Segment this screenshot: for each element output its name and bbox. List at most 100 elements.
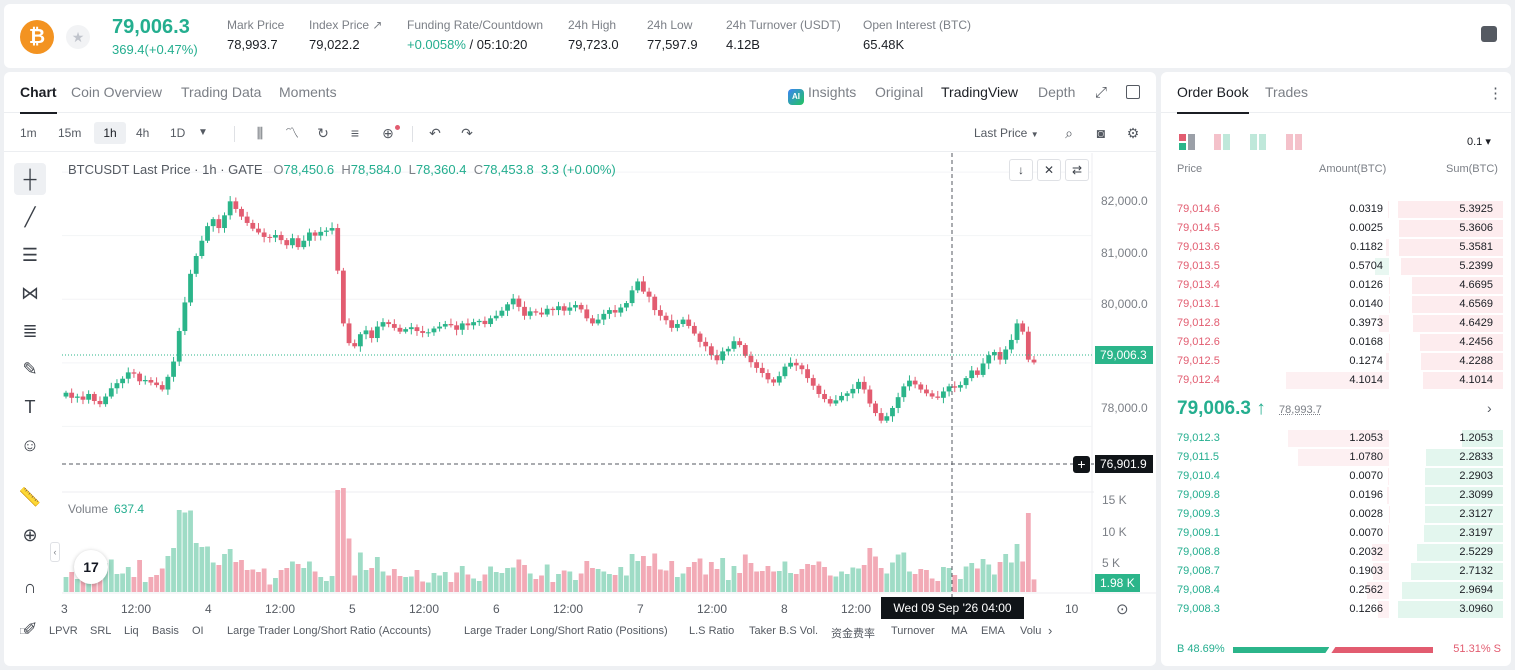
tab-trading-data[interactable]: Trading Data [181, 84, 262, 100]
bid-row[interactable]: 79,012.3 1.2053 1.2053 [1171, 429, 1503, 448]
bid-row[interactable]: 79,008.7 0.1903 2.7132 [1171, 562, 1503, 581]
chart-settings-icon[interactable]: ⊙ [1116, 601, 1129, 618]
text-icon[interactable]: T [24, 397, 36, 417]
bid-row[interactable]: 79,008.3 0.1266 3.0960 [1171, 600, 1503, 619]
swap-icon[interactable]: ⇄ [1065, 159, 1089, 181]
add-alert-plus-icon[interactable]: + [1073, 456, 1090, 473]
search-icon[interactable]: ⌕ [1065, 125, 1073, 141]
layout-both-icon[interactable] [1179, 134, 1195, 150]
redo-icon[interactable]: ↷ [461, 125, 473, 141]
fib-icon[interactable]: ≣ [22, 321, 38, 341]
layout-bids-icon[interactable] [1250, 134, 1266, 150]
view-original[interactable]: Original [875, 84, 924, 100]
more-menu-icon[interactable]: ⋮ [1488, 85, 1503, 102]
indicators-icon[interactable]: 〽 [285, 125, 299, 141]
tab-order-book[interactable]: Order Book [1177, 84, 1249, 114]
candle [420, 331, 426, 333]
camera-icon[interactable]: ◙ [1096, 125, 1106, 141]
layout-split-icon[interactable] [1214, 134, 1230, 150]
insights-button[interactable]: AI Insights [788, 84, 856, 105]
timeframe-1m[interactable]: 1m [20, 126, 37, 140]
indicator-item[interactable]: EMA [981, 625, 1005, 637]
ask-row[interactable]: 79,012.4 4.1014 4.1014 [1171, 371, 1503, 390]
window-icon[interactable] [1126, 85, 1140, 99]
indicator-item[interactable]: Taker B.S Vol. [749, 625, 819, 637]
funding-rate-value: +0.0058% [407, 37, 466, 52]
chevron-right-icon[interactable]: › [1048, 623, 1053, 638]
indicator-item[interactable]: Liq [124, 625, 139, 637]
timeframe-4h[interactable]: 4h [136, 126, 150, 140]
replay-icon[interactable]: ↻ [317, 125, 329, 141]
ask-row[interactable]: 79,012.6 0.0168 4.2456 [1171, 333, 1503, 352]
tab-trades[interactable]: Trades [1265, 84, 1309, 100]
trend-line-icon[interactable]: ╱ [24, 207, 36, 227]
bid-row[interactable]: 79,009.3 0.0028 2.3127 [1171, 505, 1503, 524]
chevron-right-icon[interactable]: › [1487, 400, 1492, 416]
bid-row[interactable]: 79,011.5 1.0780 2.2833 [1171, 448, 1503, 467]
bid-row[interactable]: 79,009.8 0.0196 2.3099 [1171, 486, 1503, 505]
timeframe-15m[interactable]: 15m [58, 126, 82, 140]
scroll-down-icon[interactable]: ↓ [1009, 159, 1033, 181]
ask-row[interactable]: 79,014.6 0.0319 5.3925 [1171, 200, 1503, 219]
index-price-stat[interactable]: Index Price ↗ 79,022.2 [309, 18, 382, 52]
brush-icon[interactable]: ✎ [22, 359, 38, 379]
horizontal-lines-icon[interactable]: ☰ [21, 245, 39, 265]
precision-select[interactable]: 0.1 ▾ [1467, 136, 1491, 148]
indicator-item[interactable]: SRL [90, 625, 112, 637]
bid-row[interactable]: 79,009.1 0.0070 2.3197 [1171, 524, 1503, 543]
ask-row[interactable]: 79,013.4 0.0126 4.6695 [1171, 276, 1503, 295]
ask-row[interactable]: 79,012.5 0.1274 4.2288 [1171, 352, 1503, 371]
zoom-icon[interactable]: ⊕ [22, 525, 38, 545]
indicator-item[interactable]: Large Trader Long/Short Ratio (Accounts) [227, 625, 432, 637]
pencil-icon[interactable]: ✐ [22, 619, 38, 639]
tab-coin-overview[interactable]: Coin Overview [71, 84, 163, 100]
view-depth[interactable]: Depth [1038, 84, 1076, 100]
bid-row[interactable]: 79,008.4 0.2562 2.9694 [1171, 581, 1503, 600]
indicator-item[interactable]: Large Trader Long/Short Ratio (Positions… [464, 625, 668, 637]
gear-icon[interactable]: ⚙ [1126, 125, 1140, 141]
indicator-item[interactable]: L.S Ratio [689, 625, 735, 637]
view-tradingview[interactable]: TradingView [941, 84, 1019, 100]
notebook-icon[interactable] [1481, 26, 1497, 42]
crosshair-icon[interactable]: ┼ [14, 163, 46, 195]
indicator-item[interactable]: Turnover [891, 625, 935, 637]
timeframe-1h[interactable]: 1h [94, 122, 126, 144]
collapse-toolbar-icon[interactable]: ‹ [50, 542, 60, 562]
ruler-icon[interactable]: 📏 [18, 487, 42, 507]
favorite-star-icon[interactable]: ★ [66, 25, 90, 49]
indicator-item[interactable]: Basis [152, 625, 179, 637]
timeframe-1d[interactable]: 1D [170, 126, 186, 140]
collapse-icon[interactable]: ✕ [1037, 159, 1061, 181]
price-chart[interactable] [4, 72, 1156, 666]
candle [776, 376, 782, 383]
ask-row[interactable]: 79,013.5 0.5704 5.2399 [1171, 257, 1503, 276]
indicator-item[interactable]: OI [192, 625, 204, 637]
magnet-icon[interactable]: ∩ [23, 577, 37, 597]
ask-row[interactable]: 79,012.8 0.3973 4.6429 [1171, 314, 1503, 333]
candle [448, 324, 454, 326]
indicator-item[interactable]: 资金费率 [831, 628, 875, 640]
timeframe-dropdown-icon[interactable]: ▼ [198, 127, 208, 138]
indicator-item[interactable]: MA [951, 625, 968, 637]
indicator-item[interactable]: LPVR [49, 625, 78, 637]
candle-type-icon[interactable]: ⫼ [256, 125, 264, 141]
bid-row[interactable]: 79,008.8 0.2032 2.5229 [1171, 543, 1503, 562]
pattern-icon[interactable]: ⋈ [21, 283, 39, 303]
candle [827, 399, 833, 404]
templates-icon[interactable]: ≡ [350, 125, 360, 141]
expand-icon[interactable]: ⤢ [1095, 84, 1108, 101]
tab-chart[interactable]: Chart [20, 84, 57, 114]
ask-row[interactable]: 79,013.1 0.0140 4.6569 [1171, 295, 1503, 314]
ask-row[interactable]: 79,013.6 0.1182 5.3581 [1171, 238, 1503, 257]
emoji-icon[interactable]: ☺ [20, 435, 40, 455]
stat-label[interactable]: Index Price ↗ [309, 18, 383, 32]
layout-asks-icon[interactable] [1286, 134, 1302, 150]
indicator-item[interactable]: Volu [1020, 625, 1042, 637]
indicator-toggle-icon[interactable]: □ [20, 626, 27, 637]
bid-row[interactable]: 79,010.4 0.0070 2.2903 [1171, 467, 1503, 486]
ask-row[interactable]: 79,014.5 0.0025 5.3606 [1171, 219, 1503, 238]
tab-moments[interactable]: Moments [279, 84, 337, 100]
undo-icon[interactable]: ↶ [429, 125, 441, 141]
add-alert-icon[interactable]: ⊕ [382, 125, 394, 141]
price-type-select[interactable]: Last Price ▼ [968, 122, 1045, 144]
